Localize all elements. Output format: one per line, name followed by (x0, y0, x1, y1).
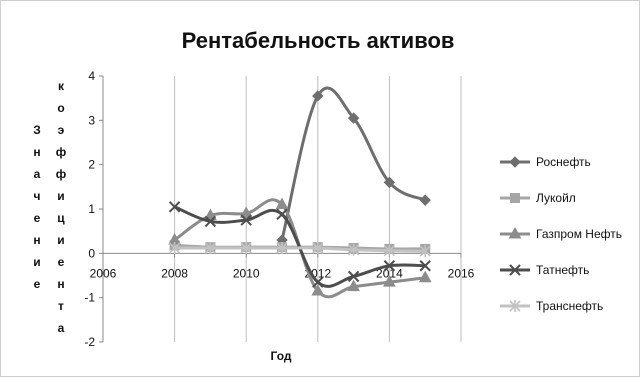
data-point (276, 208, 288, 221)
y-axis-title-letter: ц (57, 211, 65, 225)
data-point (347, 112, 360, 124)
data-point (348, 243, 360, 256)
chart-title: Рентабельность активов (182, 28, 455, 53)
y-tick-label: 2 (88, 158, 95, 172)
y-axis-title-letter: ч (34, 189, 41, 203)
y-axis-title-letter: е (58, 255, 65, 269)
y-tick-label: -1 (84, 291, 95, 305)
legend-marker (509, 300, 521, 312)
x-tick-label: 2008 (161, 266, 188, 280)
data-point (204, 242, 216, 255)
y-axis-title-letter: а (58, 321, 65, 335)
y-tick-label: 0 (88, 246, 95, 260)
data-point (419, 260, 431, 272)
y-axis-title-letter: т (58, 299, 64, 313)
legend-item: Лукойл (500, 191, 576, 205)
y-axis-title-letter: а (34, 167, 41, 181)
data-point (312, 242, 324, 255)
y-axis-title-letter: е (34, 211, 41, 225)
legend-marker (508, 226, 522, 239)
data-point (383, 275, 396, 287)
data-point (347, 279, 360, 292)
data-point (204, 215, 217, 228)
data-point (383, 244, 395, 257)
legend-label: Транснефть (536, 299, 603, 313)
y-axis-title-letter: и (57, 189, 64, 203)
legend-marker (509, 264, 521, 276)
x-tick-label: 2014 (376, 266, 403, 280)
data-point (418, 270, 432, 283)
y-axis-title-letter: З (33, 123, 41, 137)
y-axis-title-letter: н (33, 233, 40, 247)
x-tick-label: 2016 (448, 266, 475, 280)
data-point (276, 242, 288, 255)
data-point (311, 283, 325, 296)
data-point (275, 197, 289, 210)
legend-label: Татнефть (536, 263, 589, 277)
series-line (280, 86, 426, 241)
y-tick-label: -2 (84, 335, 95, 349)
data-point (169, 242, 181, 255)
legend-marker (509, 156, 521, 168)
data-point (419, 245, 431, 258)
data-point (383, 260, 396, 272)
y-axis-title-letter: ф (56, 167, 67, 181)
grid-lines (174, 76, 462, 342)
data-point (347, 270, 360, 283)
legend: Роснефть Лукойл Газпром Нефть Татнефть Транс… (500, 155, 622, 313)
y-tick-label: 3 (88, 113, 95, 127)
y-axis-title-letter: н (33, 145, 40, 159)
legend-label: Газпром Нефть (536, 227, 622, 241)
legend-marker (510, 193, 520, 203)
series-layer (168, 86, 432, 299)
y-tick-label: 4 (88, 69, 95, 83)
y-axis-title-letter: о (57, 101, 64, 115)
x-axis-title: Год (271, 349, 292, 363)
y-axis-title-letter: и (33, 255, 40, 269)
legend-label: Роснефть (536, 155, 591, 169)
y-axis-title-letter: к (58, 79, 65, 93)
legend-item: Газпром Нефть (500, 226, 622, 241)
y-tick-label: 1 (88, 202, 95, 216)
data-point (383, 176, 396, 189)
series-line (174, 246, 426, 253)
y-axis-title-letter: ф (56, 145, 67, 159)
y-axis-title-letter: н (57, 277, 64, 291)
legend-item: Роснефть (500, 155, 591, 169)
x-tick-label: 2010 (233, 266, 260, 280)
y-axis-title-letter: е (34, 277, 41, 291)
data-point (204, 208, 217, 221)
data-point (240, 242, 252, 255)
data-point (168, 201, 181, 213)
legend-item: Транснефть (500, 299, 603, 313)
data-point (312, 276, 324, 288)
legend-item: Татнефть (500, 263, 589, 277)
series-1 (276, 86, 431, 246)
y-axis-title-letter: и (57, 233, 64, 247)
x-tick-label: 2006 (90, 266, 117, 280)
y-axis-title-letter: э (58, 123, 65, 137)
legend-label: Лукойл (536, 191, 576, 205)
data-point (419, 194, 431, 206)
series-5 (169, 242, 431, 258)
data-point (240, 214, 252, 226)
data-point (239, 206, 253, 218)
data-point (312, 90, 324, 102)
